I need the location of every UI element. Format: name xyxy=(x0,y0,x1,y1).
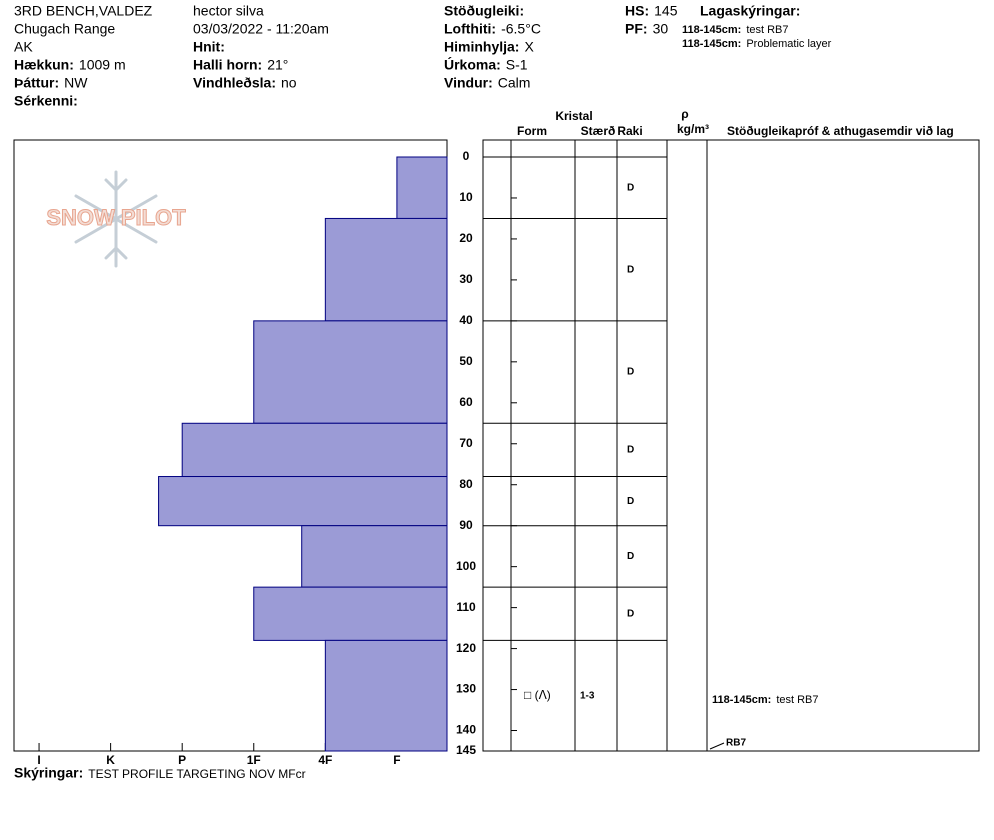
field-label: Sérkenni: xyxy=(14,93,78,109)
depth-label: 20 xyxy=(459,231,473,245)
moisture: D xyxy=(627,182,634,193)
table-header: Raki xyxy=(617,124,642,138)
hardness-bar xyxy=(253,586,448,641)
footer-text: TEST PROFILE TARGETING NOV MFcr xyxy=(88,767,305,781)
field-value: 30 xyxy=(653,21,669,37)
field-label: Hnit: xyxy=(193,39,225,55)
field-label: Stöðugleiki: xyxy=(444,3,524,19)
moisture: D xyxy=(627,551,634,562)
test-code: RB7 xyxy=(726,738,746,749)
field-value: 1009 m xyxy=(79,57,126,73)
test-result: test RB7 xyxy=(776,694,818,706)
hardness-label: 4F xyxy=(318,753,332,767)
field-label: Úrkoma: xyxy=(444,56,501,73)
hardness-label: 1F xyxy=(247,753,261,767)
moisture: D xyxy=(627,367,634,378)
table-header: Kristal xyxy=(555,109,592,123)
depth-label: 120 xyxy=(456,641,476,655)
header-text: hector silva xyxy=(193,3,264,19)
depth-label: 140 xyxy=(456,723,476,737)
depth-label: 145 xyxy=(456,743,476,757)
field-value: S-1 xyxy=(506,57,528,73)
field-label: Þáttur: xyxy=(14,75,59,91)
test-arrow xyxy=(709,742,725,750)
depth-label: 110 xyxy=(456,600,476,614)
header-text: 03/03/2022 - 11:20am xyxy=(193,21,329,37)
depth-label: 70 xyxy=(459,436,473,450)
depth-label: 100 xyxy=(456,559,476,573)
depth-label: 30 xyxy=(459,272,473,286)
hardness-bar xyxy=(158,476,448,527)
depth-label: 60 xyxy=(459,395,473,409)
table-header: kg/m³ xyxy=(677,122,709,136)
depth-label: 130 xyxy=(456,682,476,696)
depth-label: 80 xyxy=(459,477,473,491)
table-header: Stærð xyxy=(581,124,616,138)
field-label: Himinhylja: xyxy=(444,39,519,55)
moisture: D xyxy=(627,608,634,619)
table-header: ρ xyxy=(681,107,688,121)
hardness-bar xyxy=(253,320,448,424)
depth-label: 0 xyxy=(463,149,470,163)
grain-form: □ (ᐱ) xyxy=(524,688,551,702)
field-label: HS: xyxy=(625,3,649,19)
table-header: Stöðugleikapróf & athugasemdir við lag xyxy=(727,124,954,138)
table-frame xyxy=(482,139,980,752)
header-text: Chugach Range xyxy=(14,21,115,37)
field-value: no xyxy=(281,75,297,91)
hardness-bar xyxy=(324,639,448,752)
hardness-bar xyxy=(396,156,448,219)
legend-title: Lagaskýringar: xyxy=(700,3,800,19)
test-range: 118-145cm: xyxy=(712,694,771,706)
field-label: Halli horn: xyxy=(193,57,262,73)
field-value: Calm xyxy=(498,75,531,91)
field-value: 21° xyxy=(267,57,288,73)
depth-label: 10 xyxy=(459,190,473,204)
header-text: 3RD BENCH,VALDEZ xyxy=(14,3,153,19)
depth-label: 90 xyxy=(459,518,473,532)
field-label: Vindhleðsla: xyxy=(193,75,276,91)
hardness-label: I xyxy=(37,753,40,767)
hardness-bar xyxy=(324,217,448,322)
field-value: X xyxy=(524,39,534,55)
note-range: 118-145cm: xyxy=(682,38,741,50)
hardness-bar xyxy=(181,422,448,478)
field-value: -6.5°C xyxy=(501,21,541,37)
field-value: 145 xyxy=(654,3,678,19)
moisture: D xyxy=(627,496,634,507)
field-label: Lofthiti: xyxy=(444,21,496,37)
field-label: Hækkun: xyxy=(14,57,74,73)
logo-flake xyxy=(74,170,158,268)
hardness-label: F xyxy=(393,753,400,767)
field-label: PF: xyxy=(625,21,648,37)
table-columns xyxy=(483,140,708,751)
moisture: D xyxy=(627,264,634,275)
moisture: D xyxy=(627,445,634,456)
footer-label: Skýringar: xyxy=(14,765,83,781)
note-text: test RB7 xyxy=(746,24,788,36)
hardness-label: K xyxy=(106,753,115,767)
hardness-label: P xyxy=(178,753,186,767)
grain-size: 1-3 xyxy=(580,690,595,701)
note-range: 118-145cm: xyxy=(682,24,741,36)
depth-label: 40 xyxy=(459,313,473,327)
note-text: Problematic layer xyxy=(746,38,831,50)
hardness-bar xyxy=(301,525,448,588)
header-text: AK xyxy=(14,39,33,55)
field-value: NW xyxy=(64,75,88,91)
field-label: Vindur: xyxy=(444,75,493,91)
logo: SNOW PILOT xyxy=(46,205,186,230)
depth-label: 50 xyxy=(459,354,473,368)
table-header: Form xyxy=(517,124,547,138)
